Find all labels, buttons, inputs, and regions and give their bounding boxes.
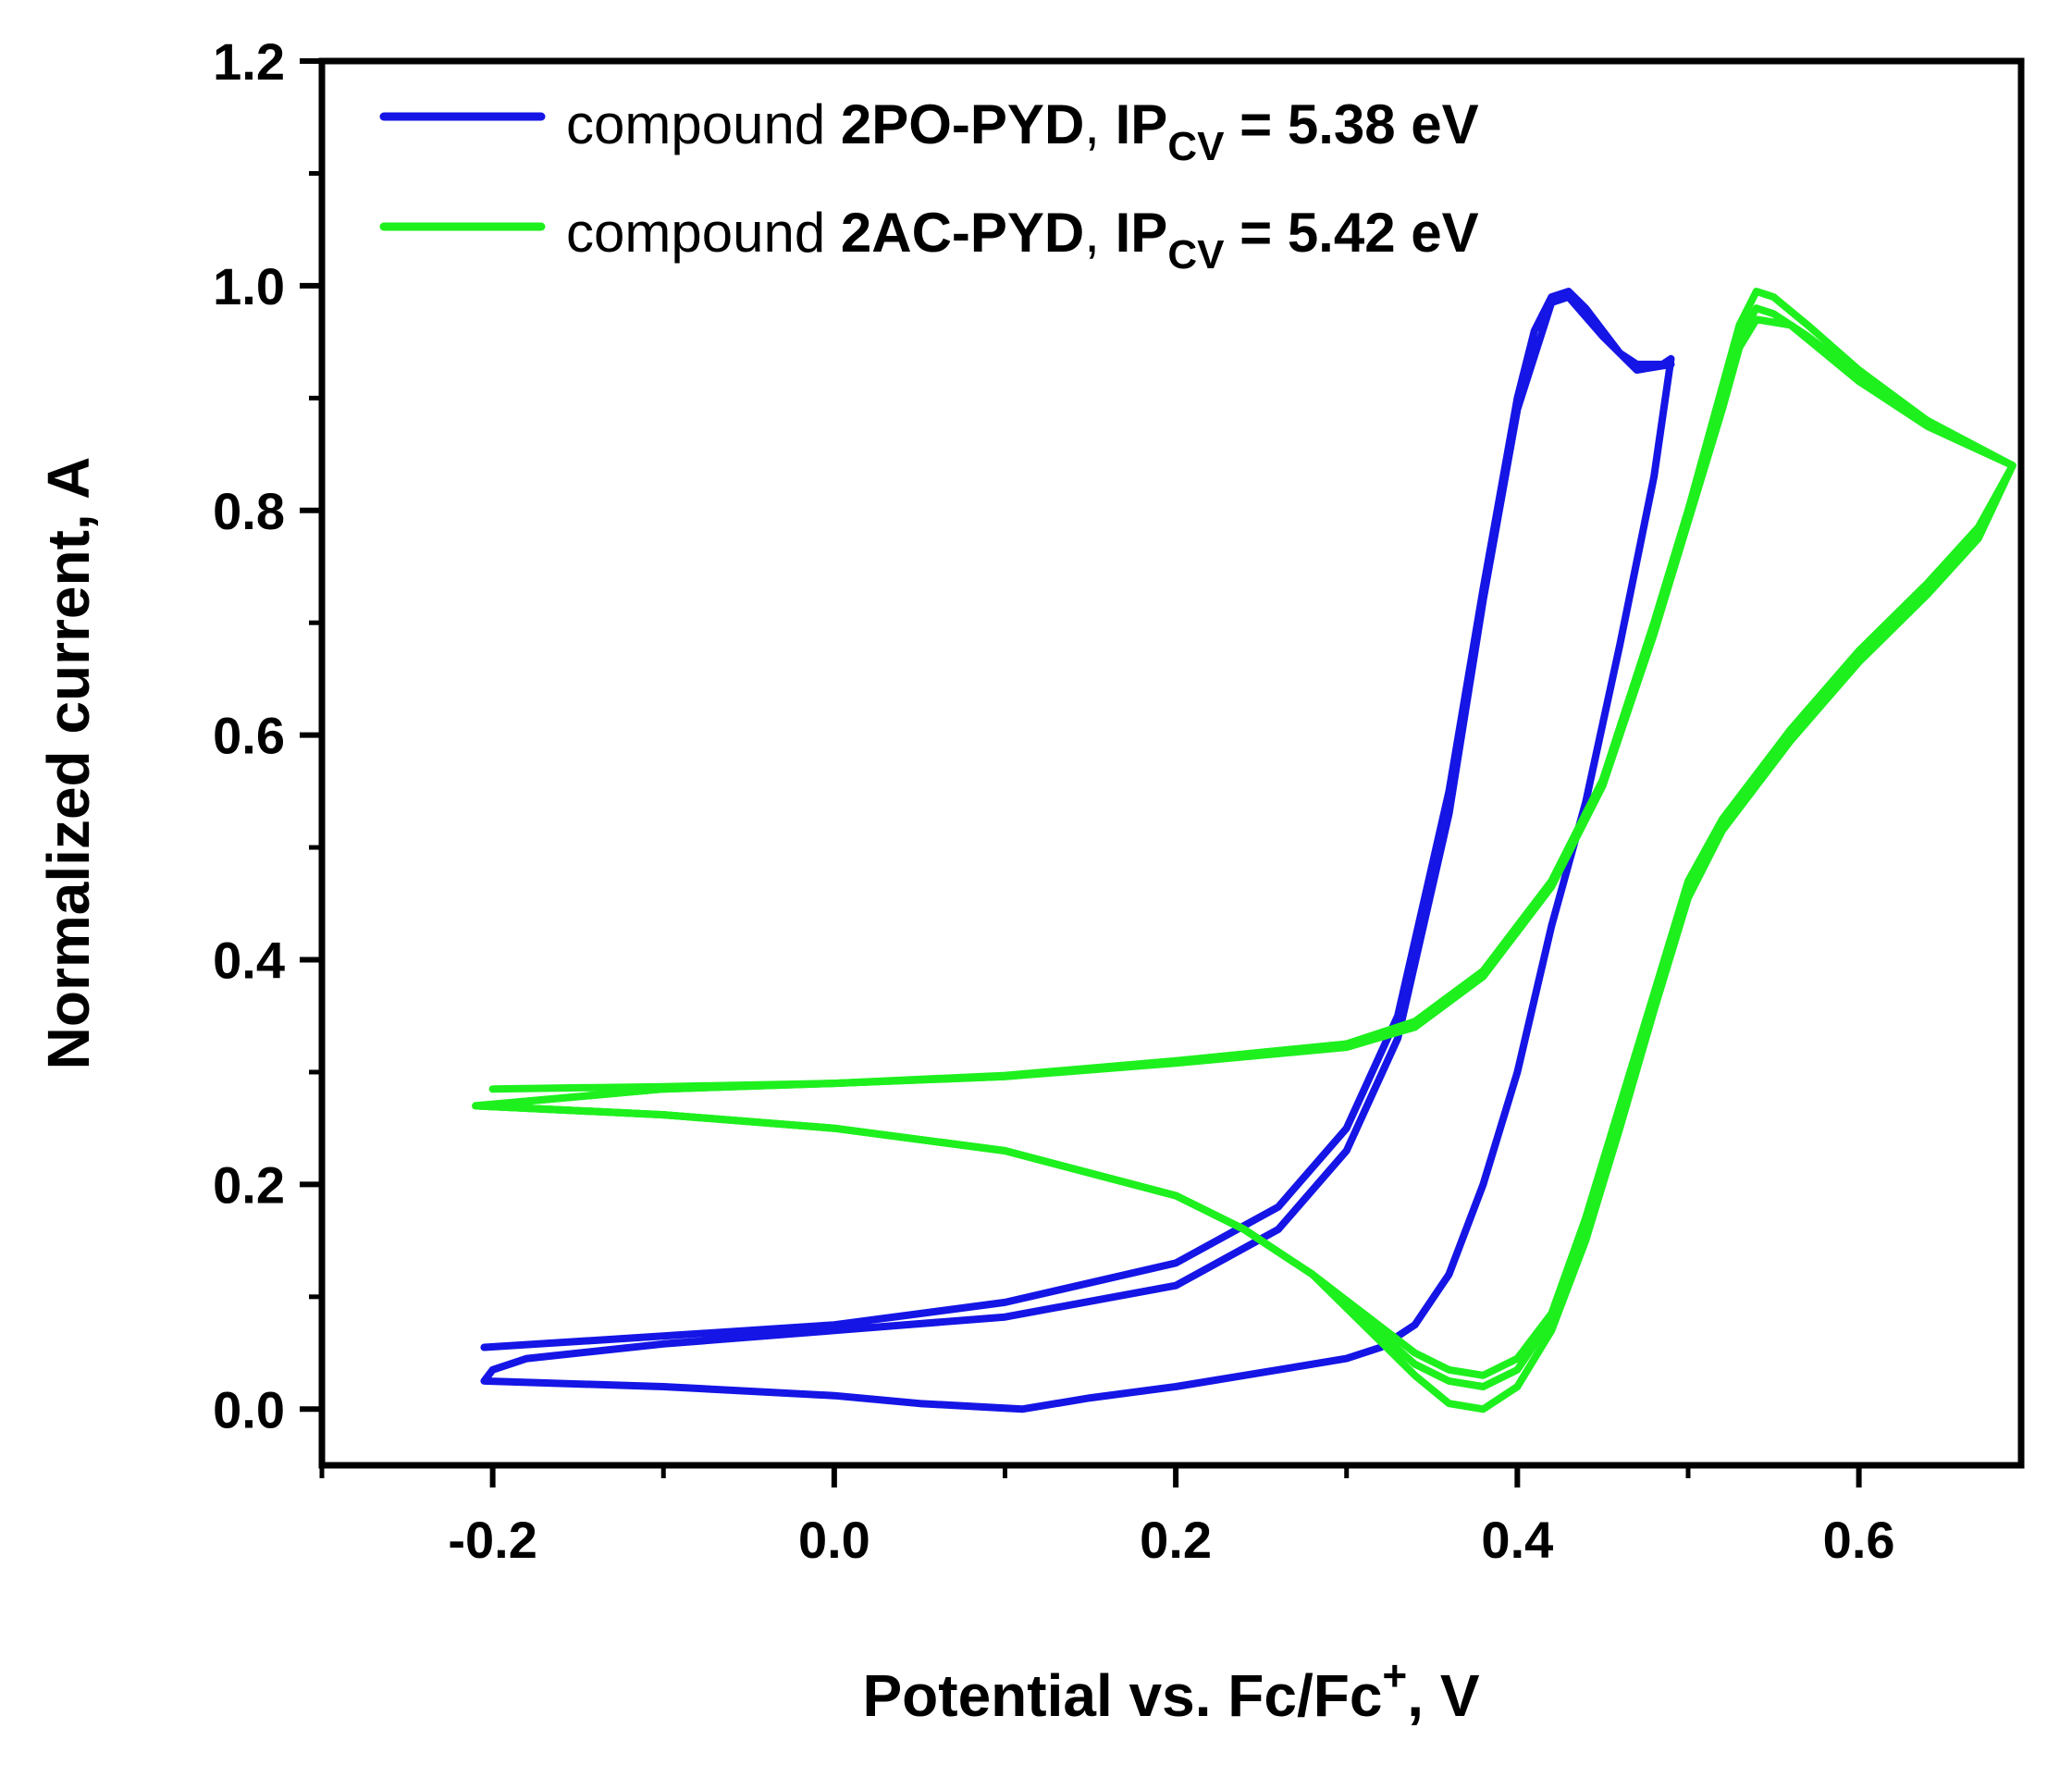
y-tick-label: 0.2 [213,1155,285,1214]
x-tick-label: 0.0 [798,1511,870,1569]
y-axis-title: Normalized current, A [35,457,102,1070]
x-tick-label: 0.4 [1481,1511,1553,1569]
x-tick-label: -0.2 [448,1511,537,1569]
y-tick-label: 1.2 [213,32,285,91]
y-tick-label: 0.6 [213,707,285,765]
series-1-cycle-2-line [472,288,2016,1413]
x-axis-title: Potential vs. Fc/Fc+, V [862,1651,1479,1729]
plot-frame [318,57,2025,1469]
legend-label-2ac-pyd: compound 2AC-PYD, IPCV = 5.42 eV [566,202,1479,278]
y-tick-label: 0.0 [213,1380,285,1438]
axes-layer: -0.2 0.0 0.2 0.4 0.6 0.0 0.2 0.4 0.6 0.8 1.0 1.2 [213,32,1894,1569]
x-tick-label: 0.2 [1140,1511,1212,1569]
y-tick-label: 0.8 [213,482,285,540]
series-layer [472,288,2016,1413]
y-tick-label: 1.0 [213,257,285,315]
series-0-cycle-0-line [480,288,1675,1413]
x-tick-label: 0.6 [1823,1511,1895,1569]
series-1-cycle-1-line [472,315,2016,1379]
legend-label-2po-pyd: compound 2PO-PYD, IPCV = 5.38 eV [566,93,1479,169]
legend: compound 2PO-PYD, IPCV = 5.38 eV compoun… [379,93,1479,278]
y-tick-label: 0.4 [213,932,285,990]
